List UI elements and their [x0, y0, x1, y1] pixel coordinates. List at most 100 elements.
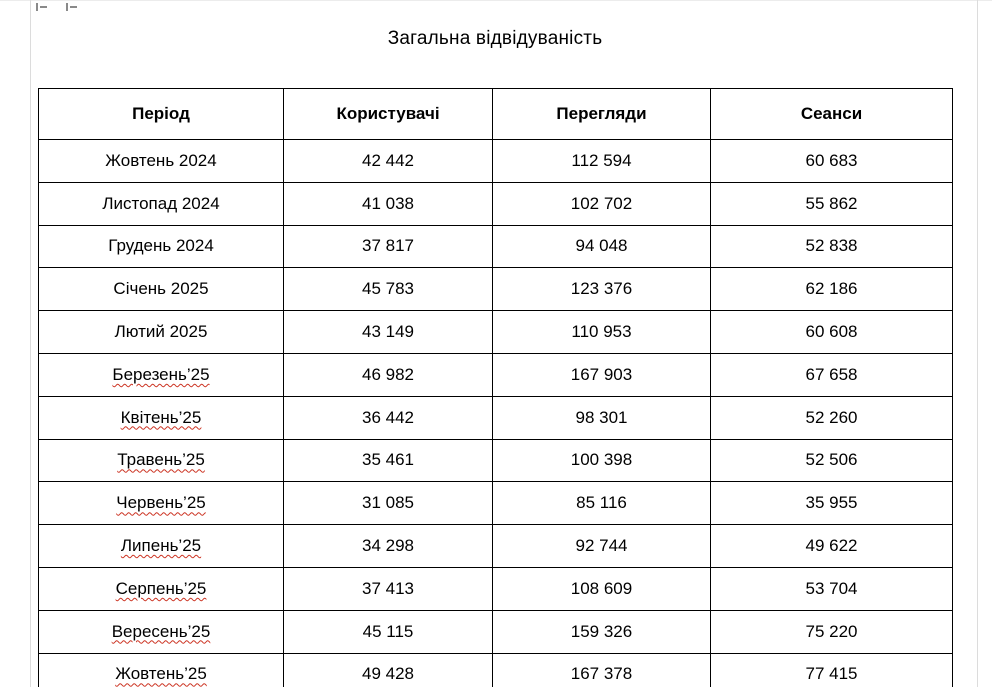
period-text: Березень’25 [112, 364, 210, 384]
sessions-cell[interactable]: 75 220 [710, 609, 953, 654]
period-cell[interactable]: Березень’25 [38, 352, 284, 397]
table-row: Листопад 2024 41 038 102 702 55 862 [38, 181, 953, 226]
period-cell[interactable]: Серпень’25 [38, 566, 284, 611]
value-text: 85 116 [576, 493, 627, 513]
value-text: 60 683 [805, 150, 858, 170]
column-header-period[interactable]: Період [38, 88, 284, 140]
column-header-sessions[interactable]: Сеанси [710, 88, 953, 140]
page-right-border [977, 0, 978, 687]
period-cell[interactable]: Грудень 2024 [38, 224, 284, 269]
users-cell[interactable]: 34 298 [283, 524, 493, 568]
table-row: Червень’25 31 085 85 116 35 955 [38, 481, 953, 526]
sessions-cell[interactable]: 52 838 [710, 224, 953, 269]
period-cell[interactable]: Червень’25 [38, 481, 284, 526]
users-cell[interactable]: 46 982 [283, 352, 493, 397]
sessions-cell[interactable]: 60 608 [710, 310, 953, 354]
value-text: 112 594 [571, 150, 632, 170]
value-text: 167 903 [570, 364, 633, 384]
value-text: 159 326 [570, 621, 633, 641]
sessions-cell[interactable]: 62 186 [710, 267, 953, 312]
views-cell[interactable]: 167 378 [492, 652, 711, 687]
users-cell[interactable]: 37 817 [283, 224, 493, 269]
period-text: Листопад 2024 [102, 193, 220, 213]
column-header-views[interactable]: Перегляди [492, 88, 711, 140]
sessions-cell[interactable]: 55 862 [710, 181, 953, 226]
sessions-cell[interactable]: 49 622 [710, 524, 953, 568]
period-text: Жовтень’25 [115, 664, 207, 684]
value-text: 94 048 [575, 236, 628, 256]
sessions-cell[interactable]: 53 704 [710, 566, 953, 611]
period-cell[interactable]: Лютий 2025 [38, 310, 284, 354]
value-text: 98 301 [575, 407, 628, 427]
views-cell[interactable]: 110 953 [492, 310, 711, 354]
sessions-cell[interactable]: 67 658 [710, 352, 953, 397]
value-text: 55 862 [805, 193, 858, 213]
views-cell[interactable]: 112 594 [492, 139, 711, 183]
period-cell[interactable]: Квітень’25 [38, 395, 284, 440]
sessions-cell[interactable]: 35 955 [710, 481, 953, 526]
table-header-row: Період Користувачі Перегляди Сеанси [38, 88, 953, 140]
views-cell[interactable]: 159 326 [492, 609, 711, 654]
views-cell[interactable]: 92 744 [492, 524, 711, 568]
users-cell[interactable]: 37 413 [283, 566, 493, 611]
sessions-cell[interactable]: 52 506 [710, 438, 953, 483]
period-text: Квітень’25 [120, 407, 202, 427]
views-cell[interactable]: 85 116 [492, 481, 711, 526]
period-cell[interactable]: Листопад 2024 [38, 181, 284, 226]
users-cell[interactable]: 42 442 [283, 139, 493, 183]
value-text: 67 658 [805, 364, 858, 384]
value-text: 52 838 [805, 236, 858, 256]
page-title[interactable]: Загальна відвідуваність [387, 28, 603, 49]
value-text: 35 461 [362, 450, 414, 470]
value-text: 108 609 [570, 578, 633, 598]
users-cell[interactable]: 45 783 [283, 267, 493, 312]
views-cell[interactable]: 94 048 [492, 224, 711, 269]
value-text: 31 085 [362, 493, 414, 513]
views-cell[interactable]: 102 702 [492, 181, 711, 226]
period-text: Січень 2025 [113, 279, 209, 299]
period-text: Липень’25 [120, 536, 202, 556]
views-cell[interactable]: 123 376 [492, 267, 711, 312]
column-header-users[interactable]: Користувачі [283, 88, 493, 140]
value-text: 110 953 [571, 322, 632, 342]
value-text: 36 442 [362, 407, 414, 427]
users-cell[interactable]: 36 442 [283, 395, 493, 440]
period-cell[interactable]: Жовтень’25 [38, 652, 284, 687]
period-text: Червень’25 [116, 493, 206, 513]
table-row: Березень’25 46 982 167 903 67 658 [38, 352, 953, 397]
sessions-cell[interactable]: 77 415 [710, 652, 953, 687]
value-text: 167 378 [570, 664, 633, 684]
views-cell[interactable]: 98 301 [492, 395, 711, 440]
period-cell[interactable]: Липень’25 [38, 524, 284, 568]
period-cell[interactable]: Січень 2025 [38, 267, 284, 312]
sessions-cell[interactable]: 52 260 [710, 395, 953, 440]
views-cell[interactable]: 167 903 [492, 352, 711, 397]
sessions-cell[interactable]: 60 683 [710, 139, 953, 183]
table-row: Серпень’25 37 413 108 609 53 704 [38, 566, 953, 611]
page-left-border [30, 0, 31, 687]
views-cell[interactable]: 108 609 [492, 566, 711, 611]
users-cell[interactable]: 49 428 [283, 652, 493, 687]
value-text: 60 608 [805, 322, 858, 342]
period-text: Травень’25 [117, 450, 205, 470]
value-text: 49 622 [805, 536, 858, 556]
period-cell[interactable]: Травень’25 [38, 438, 284, 483]
period-text: Серпень’25 [115, 578, 207, 598]
users-cell[interactable]: 35 461 [283, 438, 493, 483]
page-top-border [0, 0, 992, 1]
users-cell[interactable]: 43 149 [283, 310, 493, 354]
period-cell[interactable]: Вересень’25 [38, 609, 284, 654]
table-row: Травень’25 35 461 100 398 52 506 [38, 438, 953, 483]
users-cell[interactable]: 41 038 [283, 181, 493, 226]
table-row: Жовтень’25 49 428 167 378 77 415 [38, 652, 953, 687]
users-cell[interactable]: 31 085 [283, 481, 493, 526]
value-text: 52 260 [805, 407, 858, 427]
views-cell[interactable]: 100 398 [492, 438, 711, 483]
table-row: Жовтень 2024 42 442 112 594 60 683 [38, 139, 953, 183]
users-cell[interactable]: 45 115 [283, 609, 493, 654]
period-cell[interactable]: Жовтень 2024 [38, 139, 284, 183]
table-row: Липень’25 34 298 92 744 49 622 [38, 524, 953, 568]
value-text: 45 115 [362, 621, 414, 641]
value-text: 49 428 [362, 664, 414, 684]
